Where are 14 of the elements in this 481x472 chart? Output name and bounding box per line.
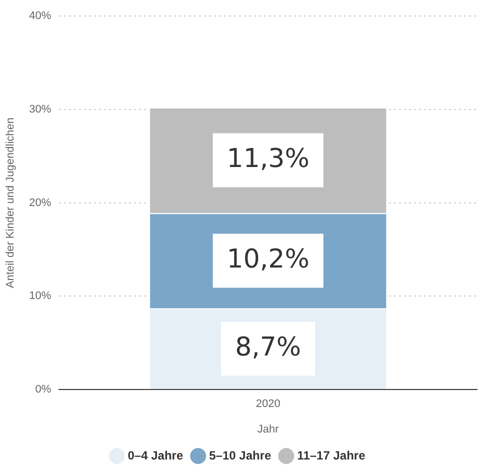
legend-label: 0–4 Jahre [128,448,184,462]
data-label: 10,2% [226,244,310,274]
legend-label: 11–17 Jahre [297,448,366,462]
x-axis-title: Jahr [257,423,280,436]
y-tick-label: 0% [35,384,52,396]
x-tick-label: 2020 [256,398,280,410]
y-axis-title: Anteil der Kinder und Jugendlichen [4,117,17,288]
legend-label: 5–10 Jahre [209,448,272,462]
data-label: 8,7% [235,332,302,362]
y-tick-label: 10% [29,290,52,302]
data-label: 11,3% [226,144,310,174]
y-tick-label: 30% [29,103,52,116]
y-tick-label: 20% [29,196,52,209]
y-tick-label: 40% [29,10,52,22]
